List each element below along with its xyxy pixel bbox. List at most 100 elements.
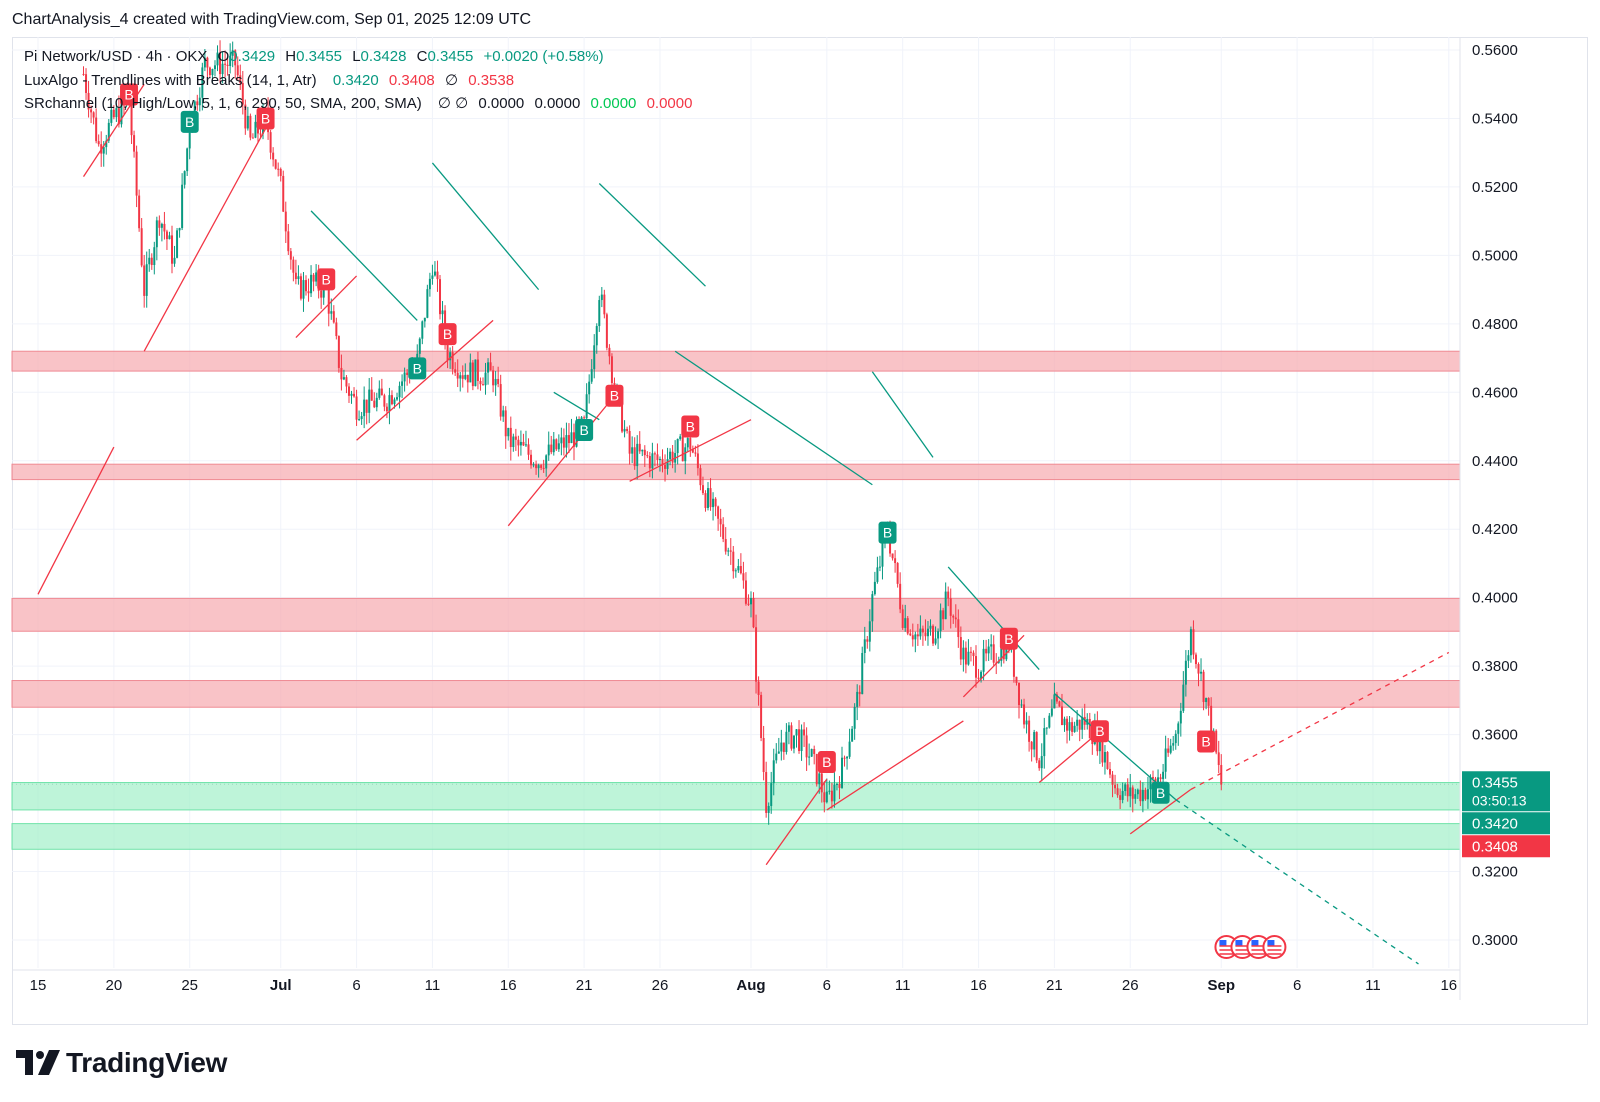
legend-indicator-srchannel[interactable]: SRchannel (10, High/Low, 5, 1, 6, 290, 5… [24,94,692,112]
legend-symbol[interactable]: Pi Network/USD · 4h · OKX [24,48,208,65]
break-marker-label: B [261,110,270,126]
resistance-zone [11,597,1461,632]
candle-body [666,459,669,469]
indicator-name[interactable]: SRchannel (10, High/Low, 5, 1, 6, 290, 5… [24,95,422,112]
na-icon: ∅ ∅ [437,95,469,112]
candle-body [188,132,191,149]
candle-body [254,121,257,138]
candle-body [393,399,396,405]
candle-body [315,272,318,282]
candle-body [497,378,500,385]
us-flag-canton [1235,940,1243,946]
candle-body [906,618,909,634]
candle-body [1144,789,1147,800]
candle-body [1058,701,1061,707]
low-value: 0.3428 [360,48,407,65]
candle-body [699,468,702,486]
candle-body [1154,778,1157,783]
candle-body [494,378,497,386]
candle-body [825,791,828,803]
candle-body [1038,760,1041,769]
x-tick-label: 11 [425,977,441,994]
candle-body [507,427,510,437]
candle-body [375,397,378,408]
candle-body [406,372,409,376]
indicator-value-4: 0.0000 [646,95,693,112]
break-marker-red [120,83,139,106]
candle-body [431,275,434,279]
candle-body [196,101,199,106]
candle-body [987,646,990,654]
candle-body [388,395,391,412]
candle-body [160,223,163,228]
candle-body [1109,768,1112,775]
y-tick-label: 0.4200 [1472,521,1518,538]
candle-body [181,184,184,229]
candle-body [433,271,436,276]
candle-body [924,632,927,637]
candle-body [171,235,174,264]
candle-body [828,790,831,792]
candle-body [691,449,694,453]
candle-body [97,141,100,145]
candle-body [1045,727,1048,729]
candle-body [904,618,907,628]
legend-symbol-row[interactable]: Pi Network/USD · 4h · OKX O0.3429 H0.345… [24,48,604,65]
candle-body [292,259,295,273]
y-tick-label: 0.5600 [1472,42,1518,59]
break-marker-label: B [1156,785,1165,801]
indicator-name[interactable]: LuxAlgo - Trendlines with Breaks (14, 1,… [24,72,317,89]
candle-body [954,617,957,620]
candle-body [921,628,924,633]
trendline-red [1129,788,1192,835]
candle-body [853,706,856,729]
candle-body [327,286,330,314]
candle-body [138,195,141,229]
break-marker-label: B [883,525,892,541]
candle-body [767,805,770,813]
candle-body [537,465,540,469]
candle-body [1060,706,1063,726]
x-tick-label: 16 [970,977,987,994]
candle-body [294,272,297,280]
candle-body [964,647,967,665]
candle-body [1220,765,1223,785]
tradingview-logo[interactable]: TradingView [16,1047,227,1079]
candle-body [530,454,533,466]
candle-body [823,792,826,803]
candle-body [451,352,454,370]
candle-body [284,211,287,232]
break-markers: B B B B B B B B B B B B B B B [120,83,1216,804]
candle-body [808,756,811,758]
candle-body [980,671,983,679]
candle-body [226,64,229,67]
candle-body [130,102,133,136]
x-tick-label: 16 [500,977,517,994]
candle-body [297,276,300,280]
candle-body [590,369,593,382]
candle-body [150,257,153,265]
candle-body [1078,719,1081,730]
indicator-value-lower: 0.3408 [388,72,435,89]
candle-body [567,435,570,444]
trendline-red [295,275,358,338]
candle-body [90,109,93,113]
low-label: L [352,48,361,65]
legend-indicator-luxalgo[interactable]: LuxAlgo - Trendlines with Breaks (14, 1,… [24,71,514,89]
candle-body [669,451,672,460]
candle-body [633,447,636,467]
candle-body [1141,789,1144,802]
price-chart[interactable]: B B B B B B B B B B B B B B B 0.5600 0.5400 0.5200 0.5000… [0,0,1600,1040]
price-label-trend_upper [1462,812,1550,835]
candle-body [942,610,945,620]
candle-body [274,159,277,169]
candle-body [724,539,727,552]
candle-body [1081,716,1084,730]
candle-body [1159,777,1162,780]
candle-body [641,449,644,452]
candle-body [519,441,522,446]
chart-frame[interactable] [12,37,1588,1025]
candle-body [777,751,780,754]
candle-body [454,369,457,373]
candle-body [299,276,302,299]
